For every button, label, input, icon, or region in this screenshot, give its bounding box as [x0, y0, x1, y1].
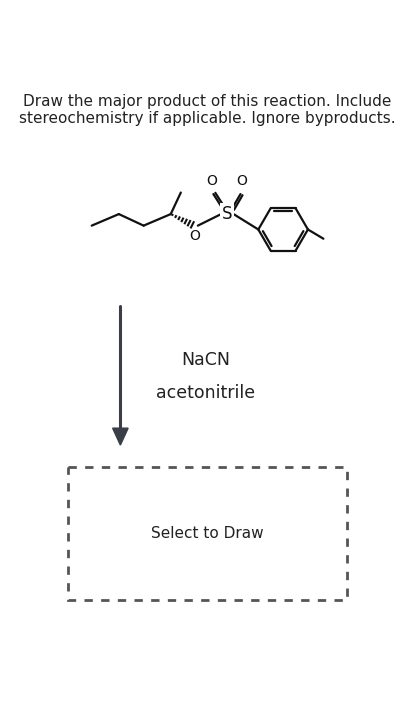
Polygon shape: [113, 428, 128, 445]
Text: Draw the major product of this reaction. Include: Draw the major product of this reaction.…: [23, 94, 391, 109]
Text: O: O: [207, 174, 217, 188]
Text: O: O: [190, 229, 200, 244]
Text: Select to Draw: Select to Draw: [151, 526, 264, 541]
Text: S: S: [222, 205, 232, 223]
Text: NaCN: NaCN: [181, 352, 230, 369]
Text: acetonitrile: acetonitrile: [156, 384, 255, 402]
Text: stereochemistry if applicable. Ignore byproducts.: stereochemistry if applicable. Ignore by…: [19, 111, 396, 126]
Text: O: O: [237, 174, 247, 188]
